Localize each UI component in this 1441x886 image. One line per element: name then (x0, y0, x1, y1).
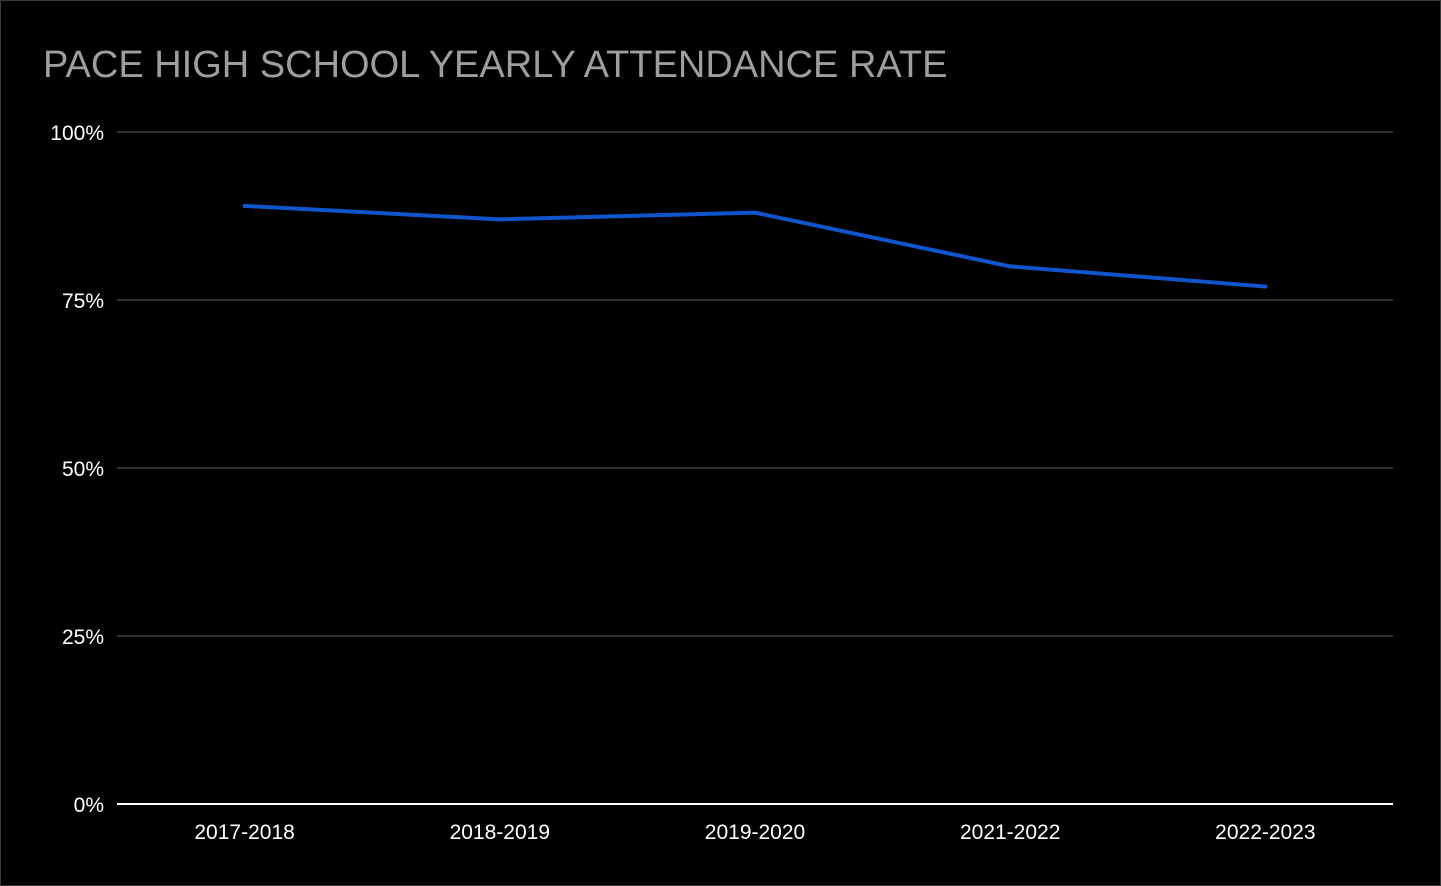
data-point (1008, 264, 1013, 269)
y-tick-label: 100% (50, 122, 104, 145)
y-tick-label: 0% (74, 794, 104, 817)
x-tick-labels: 2017-2018 2018-2019 2019-2020 2021-2022 2022… (194, 821, 1315, 844)
data-point (753, 210, 757, 215)
x-tick-label: 2022-2023 (1215, 821, 1315, 844)
series (242, 203, 1268, 289)
x-tick-label: 2021-2022 (960, 821, 1060, 844)
y-tick-label: 25% (62, 626, 104, 649)
x-tick-label: 2017-2018 (194, 821, 294, 844)
data-point (497, 217, 502, 222)
chart-title: PACE HIGH SCHOOL YEARLY ATTENDANCE RATE (43, 44, 948, 86)
data-point (242, 203, 247, 208)
y-tick-label: 50% (62, 458, 104, 481)
y-tick-labels: 0% 25% 50% 75% 100% (50, 122, 104, 817)
y-tick-label: 75% (62, 290, 104, 313)
x-tick-label: 2019-2020 (705, 821, 805, 844)
x-tick-label: 2018-2019 (450, 821, 550, 844)
gridlines (117, 131, 1393, 637)
series-line (242, 203, 1268, 289)
data-point (1263, 284, 1268, 289)
